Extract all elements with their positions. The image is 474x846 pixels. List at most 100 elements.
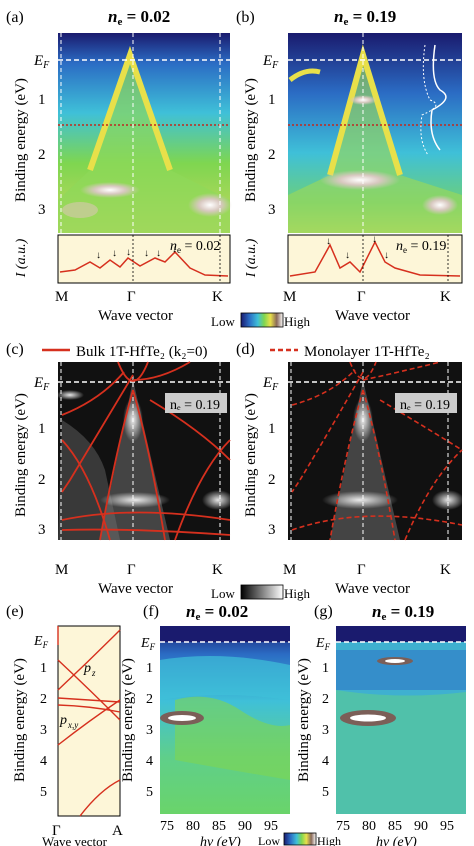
- svg-text:z: z: [91, 668, 96, 678]
- svg-text:EF: EF: [33, 375, 50, 393]
- svg-text:85: 85: [388, 819, 402, 834]
- hv-map-g: [336, 626, 466, 814]
- panel-letter: (a): [6, 9, 24, 26]
- x-axis-f: 75 80 85 90 95 hν (eV): [160, 819, 278, 846]
- svg-text:EF: EF: [33, 53, 50, 71]
- svg-text:↓: ↓: [144, 248, 149, 259]
- svg-text:2: 2: [268, 147, 276, 163]
- intensity-inset-a: ne = 0.02 ↓ ↓ ↓ ↓ ↓ ↓: [57, 234, 231, 284]
- svg-text:K: K: [212, 289, 223, 305]
- panel-title: ne = 0.19: [334, 7, 396, 28]
- ne-badge: nₑ = 0.19: [400, 398, 450, 413]
- x-axis-label: Wave vector: [335, 308, 410, 324]
- y-axis-d: EF 1 2 3 Binding energy (eV): [243, 375, 279, 538]
- svg-text:4: 4: [146, 754, 153, 769]
- svg-text:EF: EF: [33, 634, 49, 650]
- y-axis-label: Binding energy (eV): [12, 658, 28, 782]
- svg-text:↓: ↓: [345, 250, 350, 261]
- svg-text:EF: EF: [140, 636, 156, 652]
- svg-text:A: A: [112, 823, 123, 839]
- svg-text:5: 5: [40, 785, 47, 800]
- arpes-map-a: [58, 33, 232, 233]
- intensity-inset-b: ne = 0.19 ↓ ↓ ↓ ↓: [287, 234, 463, 284]
- y-axis-b: EF 1 2 3 Binding energy (eV): [243, 53, 279, 218]
- svg-text:4: 4: [40, 754, 47, 769]
- svg-text:4: 4: [322, 754, 329, 769]
- svg-text:2: 2: [38, 147, 46, 163]
- ne-badge: nₑ = 0.19: [170, 398, 220, 413]
- colorbar-rainbow: Low High: [211, 312, 311, 329]
- x-axis-ab: M Γ K Wave vector M Γ K Wave vector: [55, 289, 451, 324]
- svg-text:EF: EF: [262, 375, 279, 393]
- svg-text:95: 95: [440, 819, 454, 834]
- svg-text:90: 90: [414, 819, 428, 834]
- panel-title: ne = 0.19: [372, 602, 434, 623]
- svg-text:5: 5: [146, 785, 153, 800]
- y-axis-label: Binding energy (eV): [13, 393, 29, 517]
- svg-text:3: 3: [322, 723, 329, 738]
- panel-letter: (e): [6, 603, 24, 620]
- svg-text:↓: ↓: [96, 250, 101, 261]
- svg-text:↓: ↓: [372, 234, 377, 245]
- svg-text:K: K: [212, 562, 223, 578]
- svg-text:x,y: x,y: [67, 720, 78, 730]
- panel-title: ne = 0.02: [186, 602, 248, 623]
- svg-text:1: 1: [268, 92, 276, 108]
- svg-text:85: 85: [212, 819, 226, 834]
- svg-text:M: M: [283, 562, 296, 578]
- svg-text:2: 2: [38, 472, 46, 488]
- x-axis-cd: M Γ K Wave vector M Γ K Wave vector: [55, 562, 451, 597]
- arpes-gray-c: nₑ = 0.19: [56, 361, 234, 541]
- svg-text:1: 1: [38, 92, 46, 108]
- y-axis-label-intensity: I (a.u.): [14, 238, 29, 278]
- svg-text:Γ: Γ: [357, 289, 366, 305]
- svg-text:1: 1: [146, 661, 153, 676]
- svg-text:3: 3: [268, 202, 276, 218]
- panel-letter: (c): [6, 341, 24, 358]
- arpes-gray-d: nₑ = 0.19: [288, 361, 464, 541]
- svg-text:90: 90: [238, 819, 252, 834]
- svg-text:80: 80: [362, 819, 376, 834]
- svg-text:p: p: [59, 713, 67, 728]
- svg-text:3: 3: [146, 723, 153, 738]
- panel-title: ne = 0.02: [108, 7, 170, 28]
- svg-text:ne = 0.19: ne = 0.19: [396, 239, 446, 255]
- x-axis-label: hν (eV): [200, 835, 241, 846]
- svg-text:M: M: [283, 289, 296, 305]
- x-axis-label: Wave vector: [98, 581, 173, 597]
- svg-text:↓: ↓: [326, 236, 331, 247]
- y-axis-e: EF 1 2 3 4 5 Binding energy (eV) Γ A Wav…: [12, 634, 123, 846]
- svg-text:3: 3: [38, 522, 46, 538]
- x-axis-label: Wave vector: [42, 834, 108, 846]
- svg-text:80: 80: [186, 819, 200, 834]
- svg-text:↓: ↓: [156, 248, 161, 259]
- svg-text:Low: Low: [258, 834, 280, 846]
- hv-map-f: [160, 626, 290, 814]
- y-axis-c: EF 1 2 3 Binding energy (eV): [13, 375, 50, 538]
- y-axis-a: EF 1 2 3 Binding energy (eV): [13, 53, 50, 218]
- svg-text:EF: EF: [262, 53, 279, 71]
- svg-text:95: 95: [264, 819, 278, 834]
- svg-text:Γ: Γ: [357, 562, 366, 578]
- svg-text:Low: Low: [211, 314, 235, 329]
- svg-text:3: 3: [38, 202, 46, 218]
- x-axis-label: Wave vector: [98, 308, 173, 324]
- y-axis-label-intensity: I (a.u.): [244, 238, 259, 278]
- svg-text:2: 2: [40, 692, 47, 707]
- svg-text:1: 1: [40, 661, 47, 676]
- colorbar-gray: Low High: [211, 584, 311, 601]
- svg-text:M: M: [55, 289, 68, 305]
- svg-text:1: 1: [322, 661, 329, 676]
- svg-text:2: 2: [146, 692, 153, 707]
- svg-text:2: 2: [322, 692, 329, 707]
- svg-text:K: K: [440, 289, 451, 305]
- svg-text:Γ: Γ: [127, 289, 136, 305]
- panel-letter: (g): [314, 603, 333, 620]
- svg-text:Γ: Γ: [52, 823, 61, 839]
- svg-text:High: High: [284, 314, 311, 329]
- colorbar-rainbow-2: Low High: [258, 832, 341, 846]
- y-axis-label: Binding energy (eV): [120, 658, 136, 782]
- svg-text:↓: ↓: [126, 247, 131, 258]
- svg-text:75: 75: [160, 819, 174, 834]
